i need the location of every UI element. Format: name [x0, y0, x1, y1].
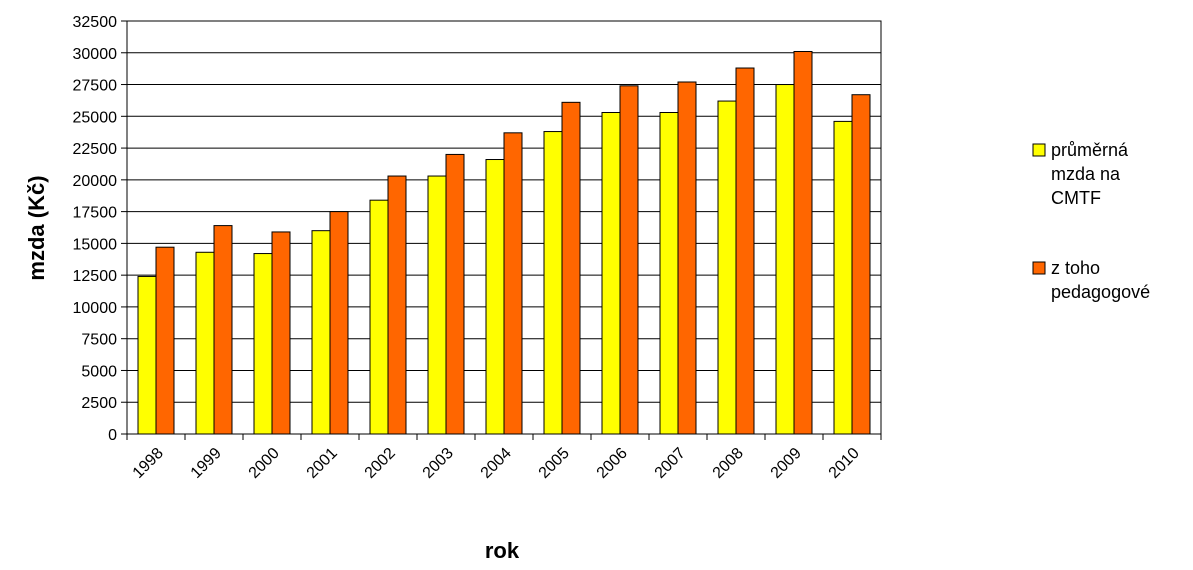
x-tick-label: 2000	[246, 445, 283, 482]
x-tick-label: 2002	[362, 445, 399, 482]
x-tick-label: 2006	[594, 445, 631, 482]
x-tick-label: 2001	[304, 445, 341, 482]
legend-swatch	[1032, 261, 1046, 275]
legend-label: CMTF	[1051, 188, 1101, 208]
y-tick-label: 20000	[73, 173, 118, 190]
x-tick-label: 2008	[710, 445, 747, 482]
bar-pedagogove-2004	[503, 132, 523, 435]
bar-prumerna-mzda-2009	[775, 84, 795, 435]
bar-prumerna-mzda-2008	[717, 100, 737, 435]
legend-label: z toho	[1051, 258, 1100, 278]
bar-prumerna-mzda-2010	[833, 120, 853, 435]
y-axis-title: mzda (Kč)	[24, 175, 49, 280]
bar-pedagogove-2002	[387, 175, 407, 435]
bar-pedagogove-2003	[445, 153, 465, 435]
bar-pedagogove-2007	[677, 81, 697, 435]
y-tick-label: 2500	[81, 395, 117, 412]
legend-entry: z toho pedagogové	[1032, 258, 1150, 302]
bar-pedagogove-2008	[735, 67, 755, 435]
legend-entry: průměrná mzda na CMTF	[1032, 140, 1129, 208]
bar-pedagogove-2005	[561, 101, 581, 435]
bar-prumerna-mzda-2000	[253, 253, 273, 435]
bar-prumerna-mzda-2003	[427, 175, 447, 435]
bar-prumerna-mzda-1998	[137, 275, 157, 435]
bar-pedagogove-1998	[155, 246, 175, 435]
x-tick-label: 2010	[826, 445, 863, 482]
bar-pedagogove-2010	[851, 94, 871, 435]
x-axis-title: rok	[485, 538, 520, 563]
legend-swatch	[1032, 143, 1046, 157]
bar-prumerna-mzda-1999	[195, 251, 215, 435]
y-tick-label: 15000	[73, 236, 118, 253]
bar-prumerna-mzda-2005	[543, 131, 563, 435]
bar-prumerna-mzda-2002	[369, 199, 389, 435]
legend-label: pedagogové	[1051, 282, 1150, 302]
bar-prumerna-mzda-2001	[311, 230, 331, 435]
axes	[121, 20, 882, 440]
bar-pedagogove-2000	[271, 231, 291, 435]
y-tick-label: 12500	[73, 268, 118, 285]
x-tick-label: 1998	[130, 445, 167, 482]
legend-label: průměrná	[1051, 140, 1129, 160]
x-tick-label: 2009	[768, 445, 805, 482]
bar-pedagogove-1999	[213, 225, 233, 435]
y-tick-label: 30000	[73, 46, 118, 63]
bar-pedagogove-2006	[619, 85, 639, 435]
plot-area-frame	[126, 20, 882, 435]
y-tick-label: 25000	[73, 109, 118, 126]
bar-pedagogove-2001	[329, 211, 349, 435]
legend: průměrná mzda na CMTF z toho pedagogové	[1032, 140, 1150, 302]
bar-prumerna-mzda-2006	[601, 111, 621, 435]
y-tick-label: 10000	[73, 300, 118, 317]
y-tick-label: 32500	[73, 14, 118, 31]
bar-prumerna-mzda-2004	[485, 159, 505, 435]
y-tick-label: 27500	[73, 78, 118, 95]
y-tick-label: 17500	[73, 205, 118, 222]
x-tick-label: 2005	[536, 445, 573, 482]
x-tick-label: 1999	[188, 445, 225, 482]
bar-prumerna-mzda-2007	[659, 111, 679, 435]
legend-label: mzda na	[1051, 164, 1121, 184]
x-tick-label: 2003	[420, 445, 457, 482]
y-tick-label: 5000	[81, 363, 117, 380]
bar-pedagogove-2009	[793, 50, 813, 435]
x-tick-label: 2004	[478, 445, 515, 482]
x-tick-label: 2007	[652, 445, 689, 482]
y-tick-label: 22500	[73, 141, 118, 158]
y-tick-label: 0	[108, 427, 117, 444]
bars	[137, 50, 871, 435]
y-tick-label: 7500	[81, 332, 117, 349]
